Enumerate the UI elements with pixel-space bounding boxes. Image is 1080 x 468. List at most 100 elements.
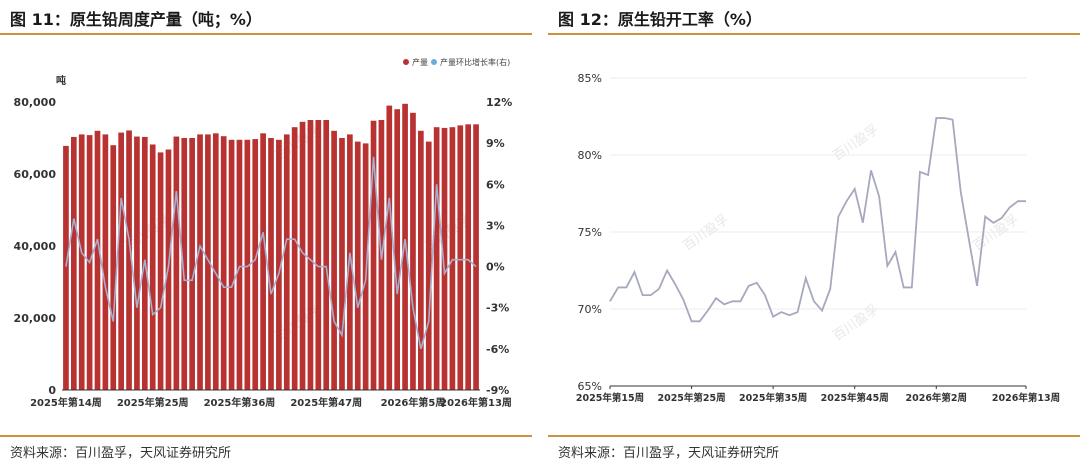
bar: [78, 134, 85, 390]
y-tick-label: 80%: [578, 149, 602, 162]
x-tick-label: 2025年第35周: [739, 392, 807, 404]
chart-title: 图 12：原生铅开工率（%）: [558, 10, 762, 29]
bar: [244, 139, 251, 390]
bar: [94, 130, 101, 391]
y-tick-label: 0: [48, 384, 56, 397]
y-tick-label: 80,000: [14, 96, 57, 109]
bar: [283, 134, 290, 390]
bar: [173, 136, 180, 390]
bar: [181, 138, 188, 390]
bar: [220, 136, 227, 390]
bar: [205, 134, 211, 390]
bar: [118, 132, 124, 390]
y2-tick-label: 0%: [486, 261, 505, 274]
bar: [465, 124, 472, 390]
bar: [126, 130, 132, 390]
bar: [63, 145, 69, 390]
y-tick-label: 20,000: [14, 312, 57, 325]
x-tick-label: 2026年第2周: [905, 392, 967, 404]
bar: [252, 139, 259, 390]
bar: [457, 125, 464, 391]
series-line: [65, 156, 477, 350]
bar: [197, 134, 203, 390]
x-tick-label: 2025年第47周: [290, 396, 362, 409]
source-note: 资料来源：百川盈孚，天风证券研究所: [10, 446, 232, 461]
bar: [212, 133, 219, 390]
bar: [228, 139, 235, 390]
bar: [354, 141, 361, 390]
bar: [339, 138, 345, 390]
bar: [102, 134, 109, 390]
watermark: 百川盈孚: [830, 302, 881, 344]
left-panel: 图 11：原生铅周度产量（吨；%） 百川盈孚 百川盈孚 百川盈孚 百川盈孚 产量 产量环比…: [0, 0, 532, 468]
y2-tick-label: -6%: [486, 343, 509, 356]
y-tick-label: 40,000: [14, 240, 57, 253]
bar: [402, 103, 408, 391]
y2-tick-label: 6%: [486, 178, 505, 191]
title-rule: [0, 33, 532, 35]
bar: [347, 134, 353, 390]
x-tick-label: 2026年第13周: [440, 396, 512, 409]
bar: [268, 138, 274, 390]
y-tick-label: 60,000: [14, 168, 57, 181]
bar: [299, 121, 306, 391]
y-tick-label: 65%: [578, 380, 602, 393]
bar: [331, 130, 337, 391]
chart-title: 图 11：原生铅周度产量（吨；%）: [10, 10, 262, 29]
bar: [110, 145, 117, 390]
bar: [386, 105, 393, 390]
source-note: 资料来源：百川盈孚，天风证券研究所: [558, 446, 780, 461]
watermark: 百川盈孚: [970, 212, 1021, 254]
y2-tick-label: 9%: [486, 137, 505, 150]
series-line: [609, 117, 1026, 323]
y2-tick-label: -9%: [486, 384, 509, 397]
bar: [157, 152, 164, 390]
right-panel: 图 12：原生铅开工率（%） 百川盈孚 百川盈孚 百川盈孚 百川盈孚 65% 70% 75%…: [548, 0, 1080, 468]
bar: [441, 127, 448, 391]
y2-tick-label: -3%: [486, 302, 509, 315]
x-tick-label: 2025年第25周: [117, 396, 189, 409]
bar: [276, 139, 282, 390]
x-tick-label: 2026年第13周: [992, 392, 1060, 404]
x-tick-label: 2025年第14周: [30, 396, 102, 409]
x-tick-label: 2025年第45周: [821, 392, 889, 404]
bar: [410, 112, 416, 391]
bar: [134, 136, 140, 390]
legend-marker: [431, 59, 437, 65]
bar: [425, 141, 432, 390]
watermark: 百川盈孚: [680, 212, 731, 254]
watermark: 百川盈孚: [830, 122, 881, 164]
y2-tick-label: 3%: [486, 219, 505, 232]
legend-label: 产量环比增长率(右): [440, 57, 510, 67]
x-tick-label: 2026年第5周: [381, 396, 446, 409]
x-tick-label: 2025年第36周: [204, 396, 276, 409]
bar: [394, 109, 401, 390]
bar: [291, 127, 298, 390]
bar: [370, 120, 377, 390]
y-tick-label: 70%: [578, 303, 602, 316]
y-tick-label: 75%: [578, 226, 602, 239]
bar: [315, 120, 322, 390]
bar: [362, 143, 369, 390]
bar: [70, 136, 77, 390]
title-rule: [548, 33, 1080, 35]
bar: [307, 120, 314, 390]
bar: [149, 144, 156, 390]
x-tick-label: 2025年第25周: [657, 392, 725, 404]
bar: [260, 133, 266, 390]
y-tick-label: 85%: [578, 72, 602, 85]
utilization-chart: 百川盈孚百川盈孚百川盈孚百川盈孚65%70%75%80%85%2025年第15周…: [576, 72, 1060, 404]
legend-label: 产量: [412, 57, 428, 67]
legend-marker: [403, 59, 409, 65]
y2-tick-label: 12%: [486, 96, 512, 109]
bar: [189, 138, 195, 390]
bar: [473, 124, 479, 390]
bar: [236, 139, 243, 390]
bar: [433, 127, 440, 390]
bar: [449, 127, 456, 390]
source-rule: [0, 435, 532, 437]
bar: [323, 120, 330, 390]
source-rule: [548, 435, 1080, 437]
bar: [418, 130, 424, 391]
